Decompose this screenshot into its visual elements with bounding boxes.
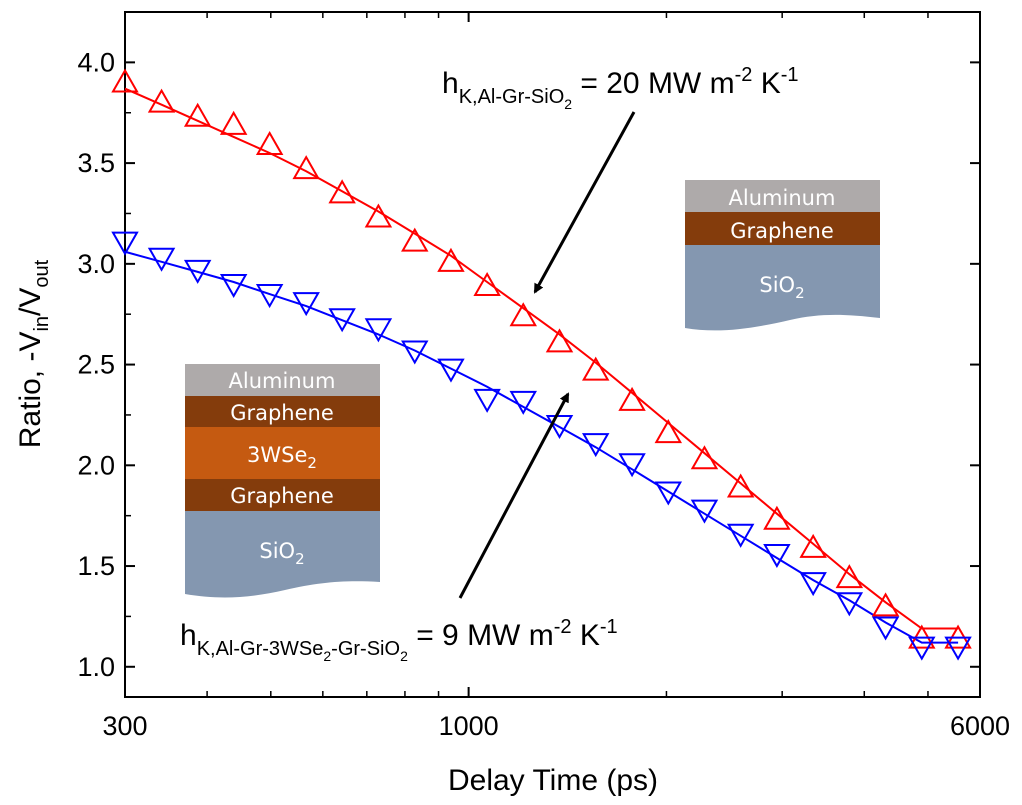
data-point-series-0 [219, 110, 248, 135]
y-tick-label: 3.5 [77, 148, 115, 178]
data-point-series-1 [618, 453, 646, 478]
data-point-series-0 [763, 505, 791, 530]
data-point-series-0 [364, 203, 393, 228]
data-point-series-1 [835, 592, 864, 617]
annotation-red: hK,Al-Gr-SiO2 = 20 MW m-2 K-1 [442, 64, 799, 112]
data-point-series-0 [509, 302, 537, 327]
data-point-series-0 [618, 386, 646, 411]
stack-right-sio2 [685, 245, 880, 331]
data-point-series-0 [328, 179, 356, 204]
data-point-series-0 [183, 102, 212, 127]
stack-left-graphene-top-label: Graphene [230, 401, 334, 425]
arrow-blue-annotation [458, 392, 570, 599]
stack-right-aluminum [685, 180, 880, 212]
stack-left-graphene-bottom-label: Graphene [230, 484, 334, 508]
data-point-series-1 [219, 273, 248, 299]
data-point-series-1 [437, 358, 465, 383]
stack-right-aluminum-label: Aluminum [729, 186, 836, 210]
data-point-series-0 [690, 445, 719, 470]
y-axis-title-main: Ratio, -V [14, 332, 47, 449]
y-tick-label: 1.0 [77, 652, 115, 682]
data-point-series-0 [799, 533, 827, 558]
layer-stack-right: Aluminum Graphene SiO2 [685, 180, 880, 331]
fit-line-0 [124, 87, 959, 630]
stack-left-sio2-label: SiO2 [259, 539, 304, 568]
x-tick-label: 300 [102, 711, 147, 741]
data-point-series-0 [581, 356, 610, 381]
arrow-red-annotation [533, 111, 636, 294]
data-point-series-1 [871, 616, 900, 641]
stack-right-sio2-label: SiO2 [759, 273, 804, 302]
data-point-series-1 [401, 340, 429, 365]
data-point-series-1 [726, 523, 755, 548]
data-point-series-1 [654, 481, 683, 506]
data-markers [111, 68, 972, 661]
data-point-series-1 [147, 247, 176, 272]
axis-ticks: 1.0 1.5 2.0 2.5 3.0 3.5 4.0 300 1000 6000 [77, 12, 1010, 741]
y-axis-title-sub-out: out [31, 259, 53, 287]
stack-left-graphene-top [185, 396, 380, 427]
data-point-series-1 [908, 636, 936, 661]
data-point-series-1 [509, 390, 537, 415]
y-axis-title: Ratio, -Vin/Vout [14, 259, 53, 448]
stack-left-sio2 [185, 511, 380, 598]
data-point-series-0 [835, 564, 864, 589]
stack-left-aluminum [185, 364, 380, 396]
annotation-blue: hK,Al-Gr-3WSe2-Gr-SiO2 = 9 MW m-2 K-1 [180, 616, 618, 664]
y-tick-label: 2.5 [77, 350, 115, 380]
data-point-series-1 [581, 433, 610, 458]
data-point-series-0 [654, 419, 683, 444]
data-point-series-0 [473, 271, 501, 296]
stack-left-aluminum-label: Aluminum [229, 369, 336, 393]
data-point-series-0 [726, 473, 755, 498]
data-point-series-0 [292, 155, 320, 180]
y-tick-label: 4.0 [77, 47, 115, 77]
y-axis-title-sub-in: in [31, 316, 53, 332]
plot-frame [124, 11, 981, 698]
data-point-series-0 [111, 68, 139, 93]
data-point-series-1 [364, 318, 393, 343]
data-point-series-1 [328, 308, 356, 333]
data-point-series-0 [255, 130, 284, 155]
data-point-series-1 [111, 231, 139, 256]
data-point-series-1 [255, 284, 284, 309]
data-point-series-0 [401, 227, 429, 252]
data-point-series-0 [545, 328, 574, 353]
data-point-series-1 [690, 499, 719, 524]
y-tick-label: 2.0 [77, 450, 115, 480]
data-point-series-1 [944, 636, 972, 661]
y-tick-label: 3.0 [77, 249, 115, 279]
stack-left-graphene-bottom [185, 479, 380, 511]
data-point-series-1 [545, 415, 574, 440]
x-axis-title: Delay Time (ps) [448, 764, 658, 797]
data-point-series-0 [871, 592, 900, 617]
data-point-series-1 [183, 259, 212, 284]
data-point-series-1 [799, 572, 827, 597]
y-axis-title-slash: /V [14, 288, 47, 316]
stack-right-graphene-label: Graphene [730, 219, 834, 243]
data-point-series-1 [763, 543, 791, 568]
data-point-series-0 [147, 88, 176, 113]
stack-right-graphene [685, 212, 880, 245]
x-tick-label: 1000 [439, 711, 499, 741]
y-tick-label: 1.5 [77, 551, 115, 581]
data-point-series-0 [437, 247, 465, 272]
stack-left-3wse2-label: 3WSe2 [247, 443, 317, 472]
layer-stack-left: Aluminum Graphene 3WSe2 Graphene SiO2 [185, 364, 380, 598]
stack-left-3wse2 [185, 427, 380, 479]
data-point-series-1 [292, 292, 320, 317]
data-point-series-1 [473, 388, 501, 413]
x-tick-label: 6000 [950, 711, 1010, 741]
